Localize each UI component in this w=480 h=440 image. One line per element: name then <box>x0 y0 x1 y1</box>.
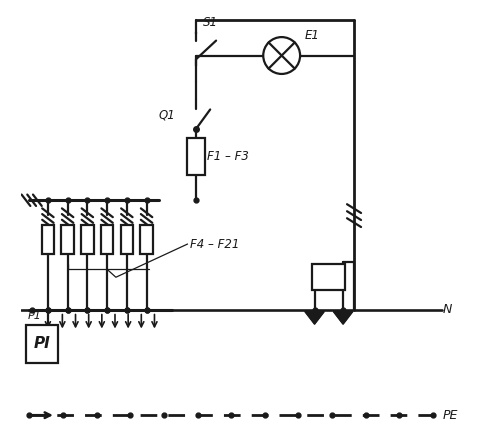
Circle shape <box>263 37 300 74</box>
Text: PE: PE <box>443 409 458 422</box>
Bar <box>120 225 133 254</box>
Polygon shape <box>334 312 353 324</box>
Bar <box>187 138 205 175</box>
Polygon shape <box>305 312 324 324</box>
Bar <box>26 325 58 363</box>
Bar <box>141 225 153 254</box>
Bar <box>312 264 345 290</box>
Text: F1 – F3: F1 – F3 <box>207 150 249 163</box>
Text: S1: S1 <box>203 16 218 29</box>
Text: F4 – F21: F4 – F21 <box>190 238 239 251</box>
Text: N: N <box>443 304 452 316</box>
Bar <box>81 225 94 254</box>
Bar <box>101 225 113 254</box>
Bar <box>42 225 54 254</box>
Text: E1: E1 <box>304 29 319 42</box>
Text: Q1: Q1 <box>159 108 176 121</box>
Text: PI: PI <box>34 337 50 352</box>
Text: P1: P1 <box>27 311 41 321</box>
Bar <box>61 225 74 254</box>
